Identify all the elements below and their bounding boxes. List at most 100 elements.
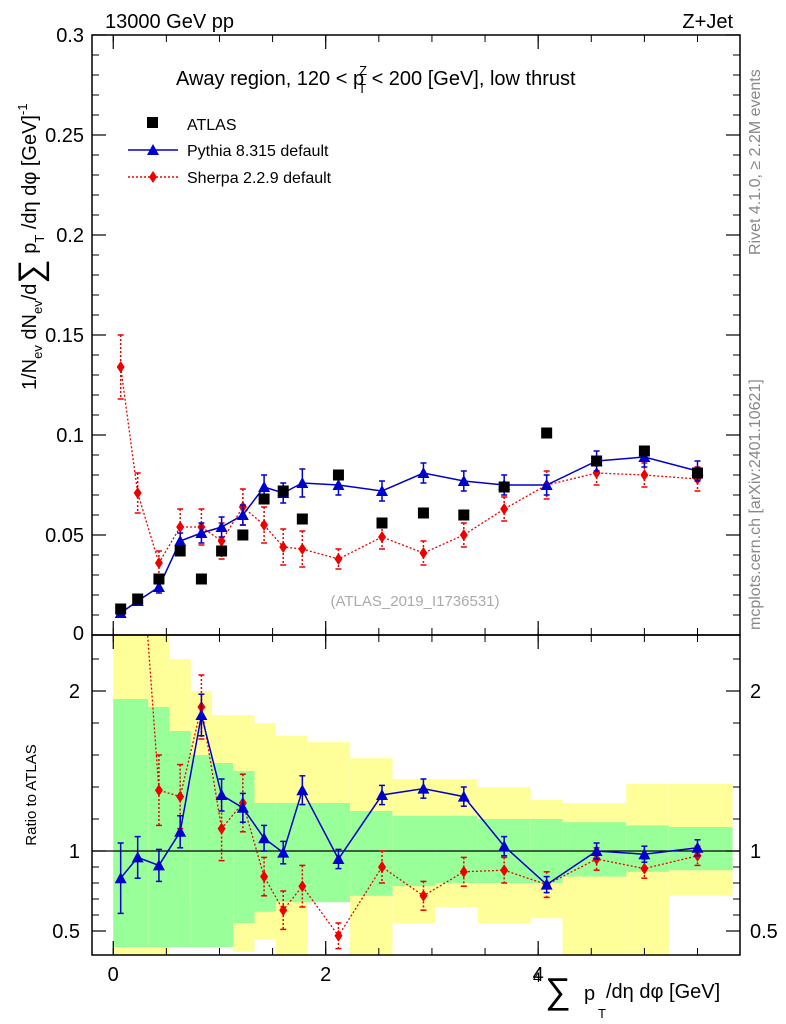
legend-sherpa-marker [149, 171, 157, 183]
pythia-point [195, 527, 208, 538]
pythia-point [417, 467, 430, 478]
ratio-pythia-point [457, 790, 470, 802]
ratio-ytick-label-right: 2 [750, 681, 761, 703]
band-inner [233, 771, 255, 923]
title-sup: Z [359, 63, 367, 78]
ratio-frame [91, 634, 741, 956]
sherpa-point [592, 467, 601, 479]
ratio-pythia-point [277, 846, 290, 858]
pythia-line [120, 456, 698, 614]
xlabel-sub: T [598, 1006, 606, 1021]
ratio-pythia-point [296, 784, 309, 796]
title-sub: T [358, 81, 366, 96]
atlas-point [458, 509, 470, 521]
band-inner [113, 699, 149, 947]
ratio-ylabel: Ratio to ATLAS [23, 744, 40, 845]
chart-title: Away region, 120 < pZ T < 200 [GeV], low … [176, 63, 576, 96]
ratio-ytick-label-right: 1 [750, 841, 761, 863]
xtick-label: 2 [320, 964, 331, 986]
sherpa-point [459, 529, 468, 541]
pythia-point [258, 481, 271, 492]
ratio-sherpa-point [176, 790, 185, 803]
ratio-sherpa-point [640, 862, 649, 875]
pythia-point [332, 479, 345, 490]
ratio-ytick-label: 1 [69, 841, 80, 863]
atlas-point [692, 467, 704, 479]
ratio-sherpa-point [500, 864, 509, 877]
sherpa-point [334, 553, 343, 565]
band-inner [148, 707, 170, 947]
pythia-point [215, 521, 228, 532]
sherpa-point [176, 521, 185, 533]
atlas-point [541, 427, 553, 439]
rivet-label: Rivet 4.1.0, ≥ 2.2M events [747, 69, 764, 255]
sherpa-point [419, 547, 428, 559]
sherpa-point [298, 543, 307, 555]
atlas-point [638, 445, 650, 457]
main-ytick-label: 0.1 [56, 425, 84, 447]
ratio-series [114, 635, 704, 950]
ratio-pythia-point [114, 872, 127, 884]
sherpa-point [154, 557, 163, 569]
ratio-pythia-point [258, 832, 271, 844]
analysis-label: (ATLAS_2019_I1736531) [330, 593, 499, 610]
ratio-sherpa-point [298, 880, 307, 893]
atlas-point [174, 545, 186, 557]
xtick-label: 0 [108, 964, 119, 986]
legend-sherpa-label: Sherpa 2.2.9 default [187, 170, 332, 187]
ratio-pythia-point [195, 709, 208, 720]
ratio-sherpa-point [334, 929, 343, 942]
ratio-sherpa-point [279, 904, 288, 917]
ratio-sherpa-point [217, 822, 226, 835]
atlas-point [417, 507, 429, 519]
atlas-point [277, 485, 289, 497]
atlas-point [237, 529, 249, 541]
sherpa-point [217, 535, 226, 547]
sherpa-point [378, 531, 387, 543]
atlas-point [115, 603, 127, 615]
xlabel: 4 ∑ p T /dη dφ [GeV] [533, 969, 720, 1021]
main-ytick-zero: 0 [73, 623, 84, 645]
ratio-sherpa-point [459, 865, 468, 878]
ratio-sherpa-point [419, 889, 428, 902]
sherpa-point [116, 361, 125, 373]
main-ytick-label: 0.05 [45, 525, 84, 547]
pythia-point [296, 477, 309, 488]
ratio-ytick-label-right: 0.5 [750, 921, 778, 943]
ratio-sherpa-point [260, 870, 269, 883]
legend-atlas-label: ATLAS [187, 117, 237, 134]
ratio-pythia-point [152, 859, 165, 871]
atlas-point [258, 493, 270, 505]
ratio-pythia-point [131, 851, 144, 863]
sherpa-line [120, 366, 698, 565]
process-label: Z+Jet [682, 11, 733, 33]
sherpa-point [279, 541, 288, 553]
band-inner [435, 815, 478, 883]
sherpa-point [640, 469, 649, 481]
ratio-pythia-point [236, 801, 249, 813]
pythia-point [540, 479, 553, 490]
pythia-point [152, 581, 165, 592]
atlas-point [195, 573, 207, 585]
band-inner [212, 763, 234, 947]
title-part-1: Away region, 120 < p [176, 68, 364, 90]
ratio-ytick-label: 0.5 [52, 921, 80, 943]
source-label: mcplots.cern.ch [arXiv:2401.10621] [747, 379, 764, 630]
sherpa-point [133, 487, 142, 499]
energy-label: 13000 GeV pp [105, 11, 234, 33]
title-part-2: < 200 [GeV], low thrust [366, 68, 576, 90]
main-ytick-label: 0.25 [45, 125, 84, 147]
sherpa-point [500, 503, 509, 515]
xtick-label: 4 [533, 964, 544, 986]
main-series [114, 334, 704, 618]
atlas-point [153, 573, 165, 585]
sherpa-point [260, 519, 269, 531]
ratio-pythia-point [174, 825, 187, 837]
xlabel-sum: ∑ [545, 970, 571, 1011]
main-ytick-label: 0.2 [56, 225, 84, 247]
ratio-pythia-point [215, 789, 228, 800]
pythia-point [457, 475, 470, 486]
ratio-pythia-point [376, 789, 389, 800]
ratio-sherpa-point [378, 861, 387, 873]
ratio-pythia-point [590, 845, 603, 856]
